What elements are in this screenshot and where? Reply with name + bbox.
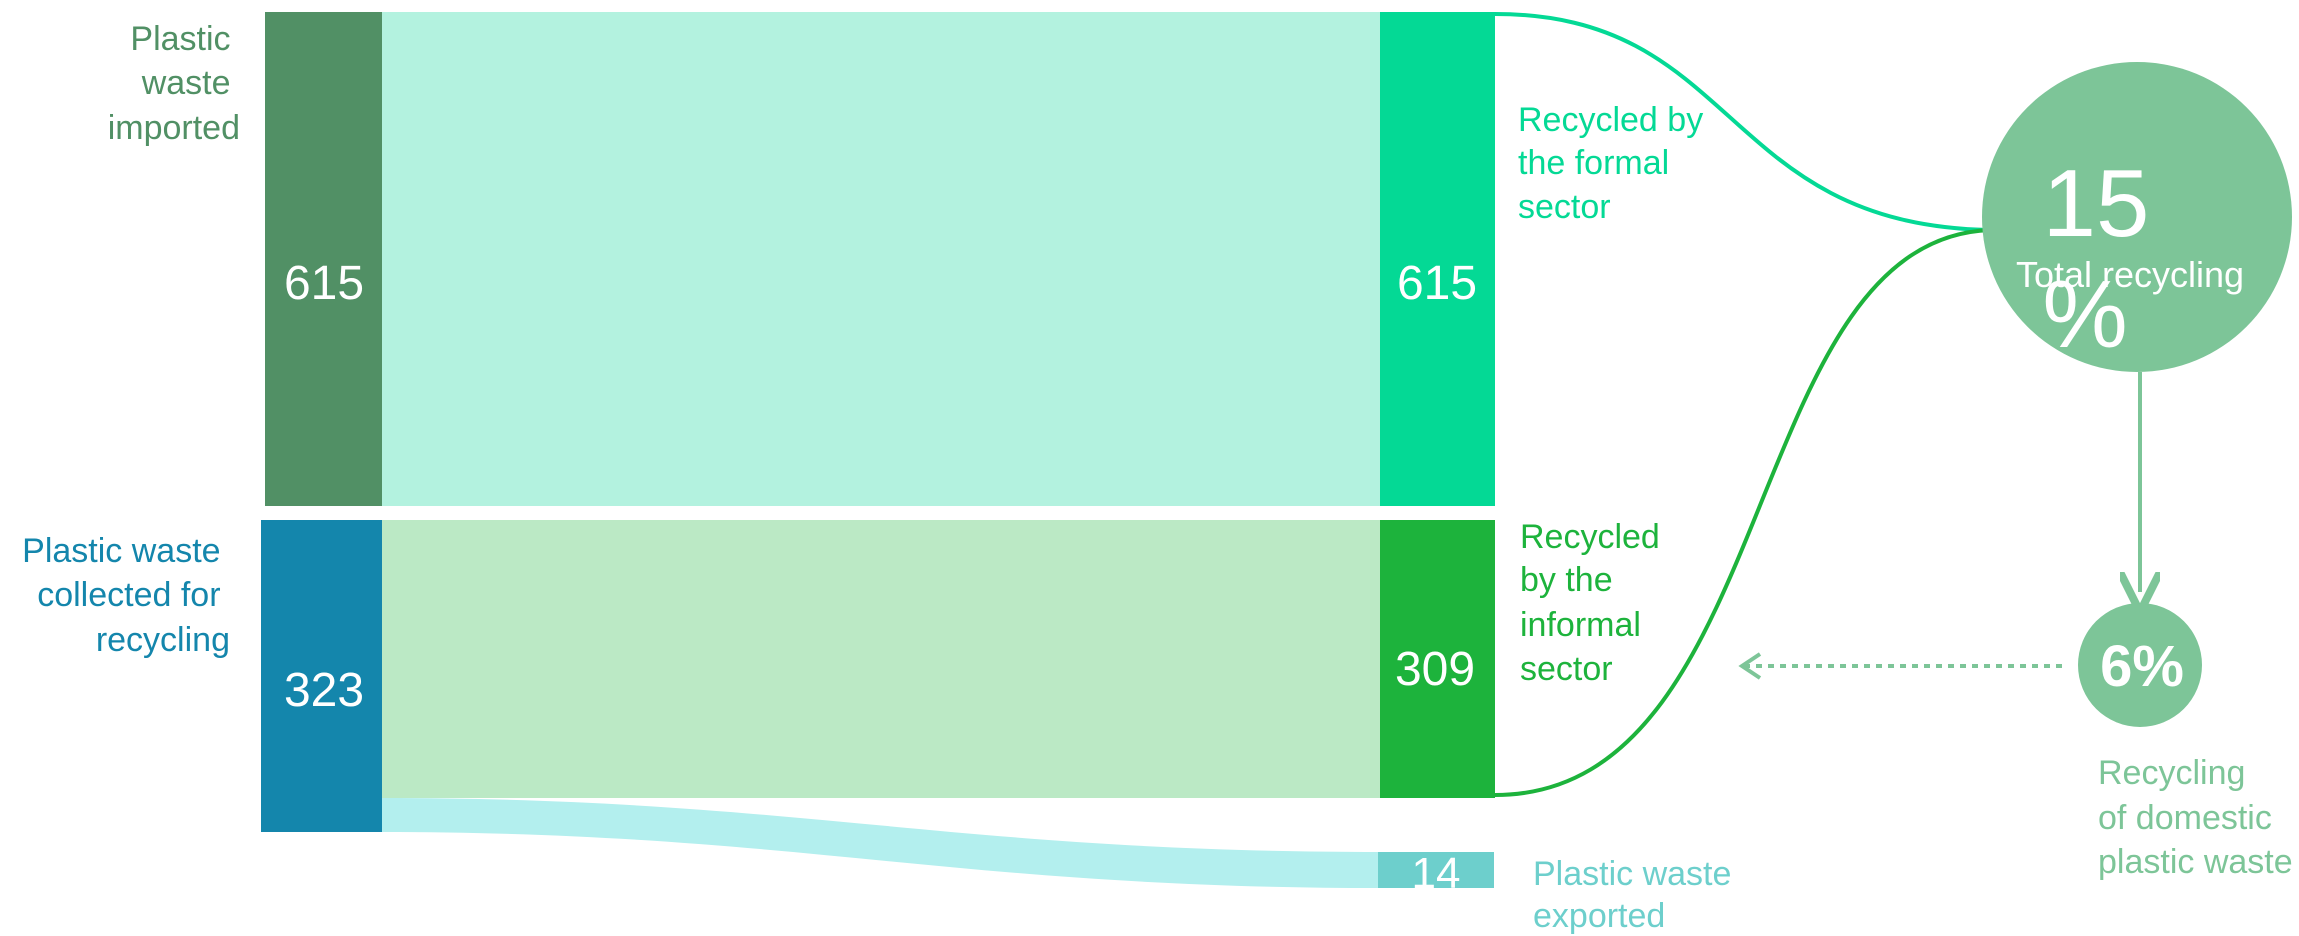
total-recycling-label: Total recycling	[2016, 254, 2244, 295]
label-formal-line-3: sector	[1518, 188, 1611, 226]
node-exported-value: 14	[1412, 849, 1461, 898]
label-informal-line-3: informal	[1520, 606, 1641, 644]
node-formal-bar	[1380, 12, 1495, 506]
flow-collected-to-informal	[380, 520, 1380, 798]
node-collected-bar	[261, 520, 382, 832]
label-exported-line-1: Plastic waste	[1533, 855, 1731, 893]
label-collected-line-2: collected for	[37, 576, 220, 614]
label-formal-line-1: Recycled by	[1518, 101, 1703, 139]
label-collected-line-3: recycling	[96, 621, 230, 659]
label-domestic-line-1: Recycling	[2098, 754, 2245, 792]
node-exported-bar	[1378, 852, 1494, 888]
label-imported-line-1: Plastic	[130, 20, 230, 58]
connector-informal-to-total	[1494, 228, 1991, 797]
label-informal-line-2: by the	[1520, 561, 1613, 599]
label-informal: Recycled by the informal sector	[1520, 518, 1669, 688]
label-domestic-line-2: of domestic	[2098, 799, 2272, 837]
node-informal-value: 309	[1395, 643, 1475, 696]
node-formal-value: 615	[1397, 257, 1477, 310]
label-formal: Recycled by the formal sector	[1518, 101, 1713, 226]
label-exported: Plastic waste exported	[1533, 855, 1741, 935]
flow-imported-to-formal	[380, 12, 1380, 506]
node-imported-bar	[265, 12, 382, 506]
node-collected-value: 323	[284, 664, 364, 717]
label-collected-line-1: Plastic waste	[22, 532, 220, 570]
flow-collected-to-exported	[380, 798, 1380, 888]
total-recycling-circle	[1982, 62, 2292, 372]
domestic-recycling-circle	[2078, 603, 2202, 727]
label-imported: Plastic waste imported	[108, 20, 240, 147]
label-exported-line-2: exported	[1533, 897, 1665, 935]
total-recycling-value-line-1: 15	[2043, 150, 2150, 257]
label-domestic: Recycling of domestic plastic waste	[2098, 754, 2293, 881]
domestic-recycling-value: 6%	[2100, 634, 2184, 699]
label-domestic-line-3: plastic waste	[2098, 843, 2293, 881]
connector-formal-to-total	[1494, 12, 1991, 232]
label-informal-line-1: Recycled	[1520, 518, 1660, 556]
total-recycling-value-line-2: %	[2042, 261, 2127, 368]
node-informal-bar	[1380, 520, 1495, 798]
node-imported-value: 615	[284, 257, 364, 310]
label-imported-line-3: imported	[108, 109, 240, 147]
label-informal-line-4: sector	[1520, 650, 1613, 688]
label-formal-line-2: the formal	[1518, 144, 1669, 182]
label-imported-line-2: waste	[141, 64, 231, 102]
dotted-arrow-head	[1738, 652, 1762, 680]
label-collected: Plastic waste collected for recycling	[22, 532, 230, 659]
